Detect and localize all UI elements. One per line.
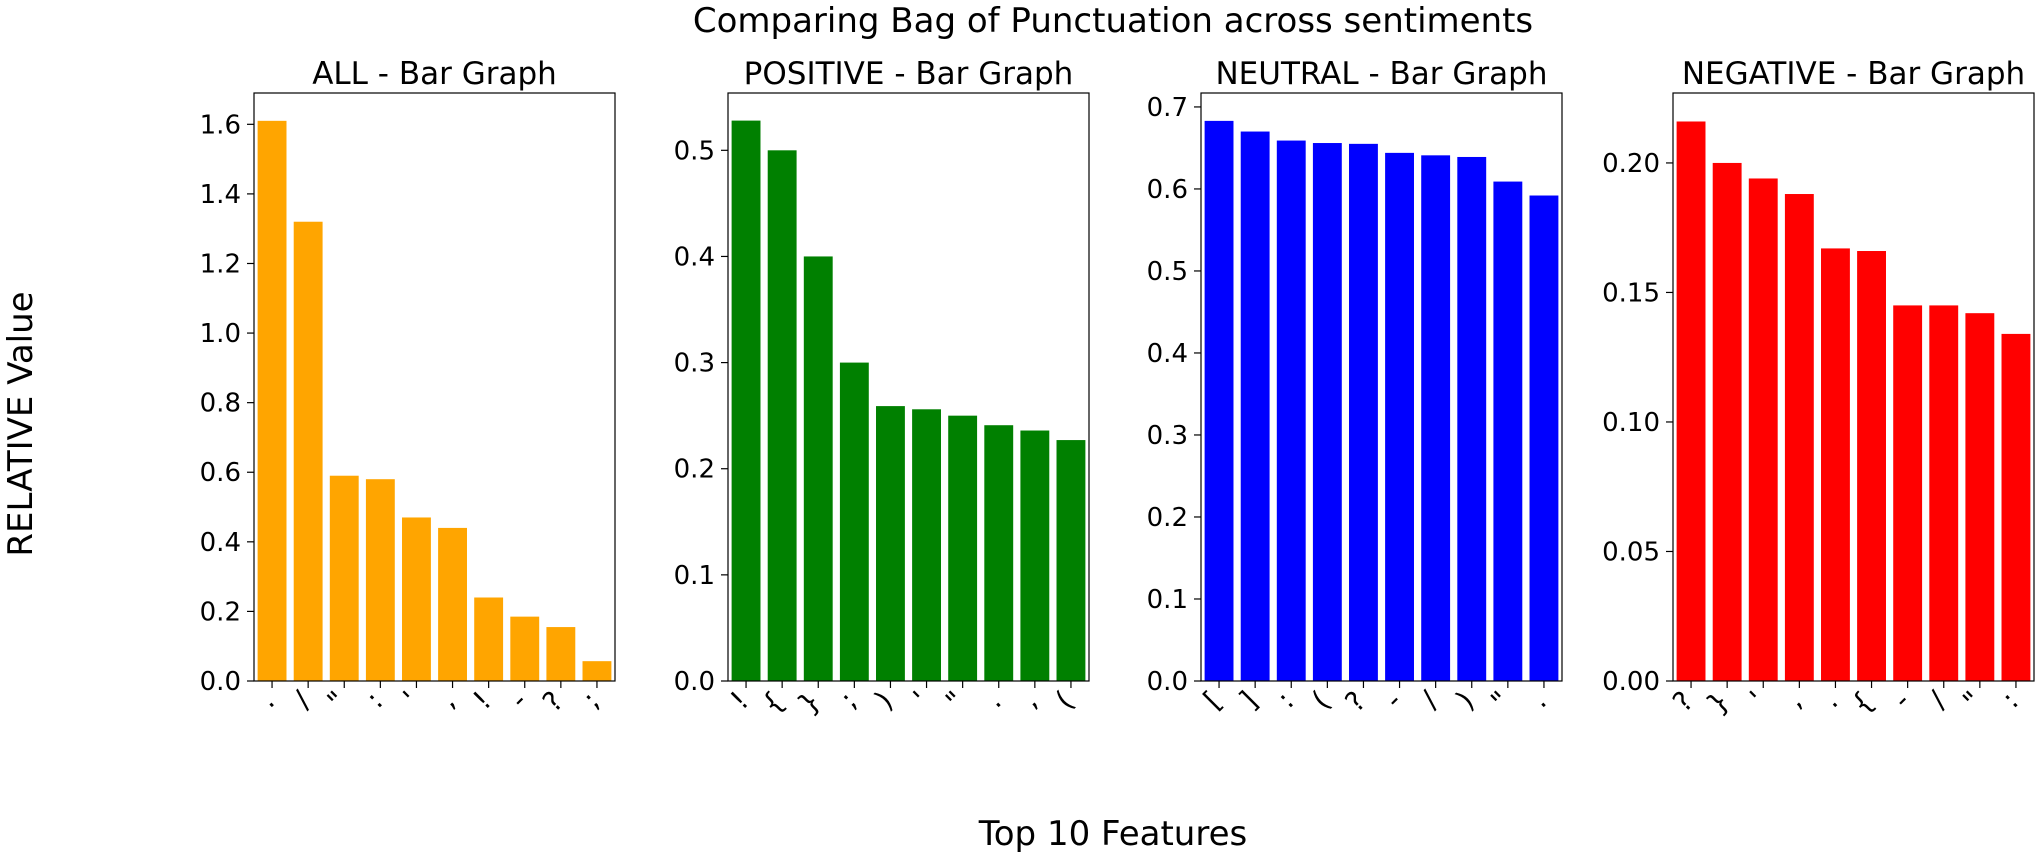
bar-5 — [402, 517, 431, 681]
y-tick-label-8: 0.7 — [1147, 93, 1188, 123]
y-tick-label-4: 0.3 — [1147, 421, 1188, 451]
axes-frame — [253, 92, 616, 682]
bar-7 — [474, 597, 504, 681]
bar-3 — [329, 475, 359, 681]
y-tick-label-3: 0.10 — [1602, 408, 1660, 438]
bar-8 — [984, 425, 1014, 681]
bar-2 — [293, 221, 323, 682]
y-tick-label-2: 0.05 — [1602, 537, 1660, 567]
figure-x-axis-label: Top 10 Features — [978, 814, 1247, 854]
bar-8 — [1457, 156, 1487, 682]
y-tick-label-4: 0.3 — [674, 349, 715, 379]
bar-9 — [1020, 430, 1050, 681]
bar-4 — [839, 362, 869, 681]
y-tick-label-4: 0.15 — [1602, 278, 1660, 308]
bar-3 — [1748, 178, 1778, 682]
panel-1: ALL - Bar Graph 0.0 0.2 0.4 0.6 0.8 1.0 1.2 1.4 1… — [200, 56, 616, 718]
y-tick-label-2: 0.1 — [674, 561, 715, 591]
axes-frame — [727, 92, 1090, 682]
bar-6 — [438, 527, 467, 681]
y-tick-label-3: 0.4 — [200, 528, 241, 558]
bar-5 — [876, 406, 905, 681]
bar-5 — [1821, 248, 1850, 682]
y-tick-label-5: 0.4 — [674, 242, 715, 272]
panel-title: NEGATIVE - Bar Graph — [1682, 56, 2025, 92]
y-tick-label-2: 0.1 — [1147, 585, 1188, 615]
bar-1 — [1204, 120, 1234, 681]
bar-6 — [1385, 152, 1414, 681]
y-tick-label-7: 0.6 — [1147, 175, 1188, 205]
panel-title: POSITIVE - Bar Graph — [744, 56, 1074, 92]
bar-10 — [1056, 440, 1086, 681]
y-tick-label-5: 0.20 — [1602, 149, 1660, 179]
bar-9 — [546, 627, 576, 681]
y-tick-label-9: 1.6 — [200, 110, 241, 140]
bar-5 — [1349, 143, 1378, 682]
bar-3 — [803, 256, 833, 681]
y-tick-label-1: 0.00 — [1602, 667, 1660, 697]
y-tick-label-3: 0.2 — [1147, 503, 1188, 533]
figure-y-axis-label: RELATIVE Value — [1, 291, 41, 556]
bar-8 — [1929, 305, 1959, 681]
y-tick-label-3: 0.2 — [674, 455, 715, 485]
axes-frame — [1672, 92, 2035, 682]
bar-10 — [1529, 195, 1559, 681]
panel-title: ALL - Bar Graph — [312, 56, 557, 92]
y-tick-label-6: 1.0 — [200, 319, 241, 349]
bar-4 — [365, 479, 395, 681]
y-tick-label-5: 0.8 — [200, 389, 241, 419]
y-tick-label-1: 0.0 — [1147, 667, 1188, 697]
panel-2: POSITIVE - Bar Graph0.00.10.20.30.40.5!{… — [674, 56, 1090, 721]
y-tick-label-6: 0.5 — [674, 136, 715, 166]
bar-1 — [731, 120, 761, 682]
panel-title: NEUTRAL - Bar Graph — [1215, 56, 1547, 92]
bar-6 — [912, 409, 941, 681]
bar-2 — [1712, 162, 1742, 681]
bar-2 — [767, 150, 797, 681]
bar-3 — [1276, 140, 1306, 681]
bar-10 — [2001, 333, 2031, 681]
bar-6 — [1857, 251, 1886, 681]
y-tick-label-5: 0.4 — [1147, 339, 1188, 369]
bar-7 — [1893, 305, 1923, 681]
bar-9 — [1965, 313, 1995, 681]
bar-2 — [1240, 131, 1270, 682]
bar-7 — [948, 415, 978, 681]
bar-8 — [510, 616, 540, 681]
bar-1 — [257, 120, 287, 681]
bar-7 — [1421, 155, 1451, 681]
bar-4 — [1784, 194, 1814, 681]
figure-title: Comparing Bag of Punctuation across sent… — [693, 1, 1533, 41]
y-tick-label-6: 0.5 — [1147, 257, 1188, 287]
bar-4 — [1312, 143, 1342, 681]
y-tick-label-1: 0.0 — [200, 667, 241, 697]
y-tick-label-1: 0.0 — [674, 667, 715, 697]
y-tick-label-2: 0.2 — [200, 597, 241, 627]
panel-4: NEGATIVE - Bar Graph 0.00 0.05 0.10 0.15 0.20… — [1602, 56, 2035, 721]
y-tick-label-8: 1.4 — [200, 180, 241, 210]
bar-10 — [582, 661, 612, 681]
bar-1 — [1676, 121, 1706, 682]
y-tick-label-4: 0.6 — [200, 458, 241, 488]
axes-frame — [1200, 92, 1563, 682]
bar-9 — [1493, 181, 1523, 681]
y-tick-label-7: 1.2 — [200, 249, 241, 279]
